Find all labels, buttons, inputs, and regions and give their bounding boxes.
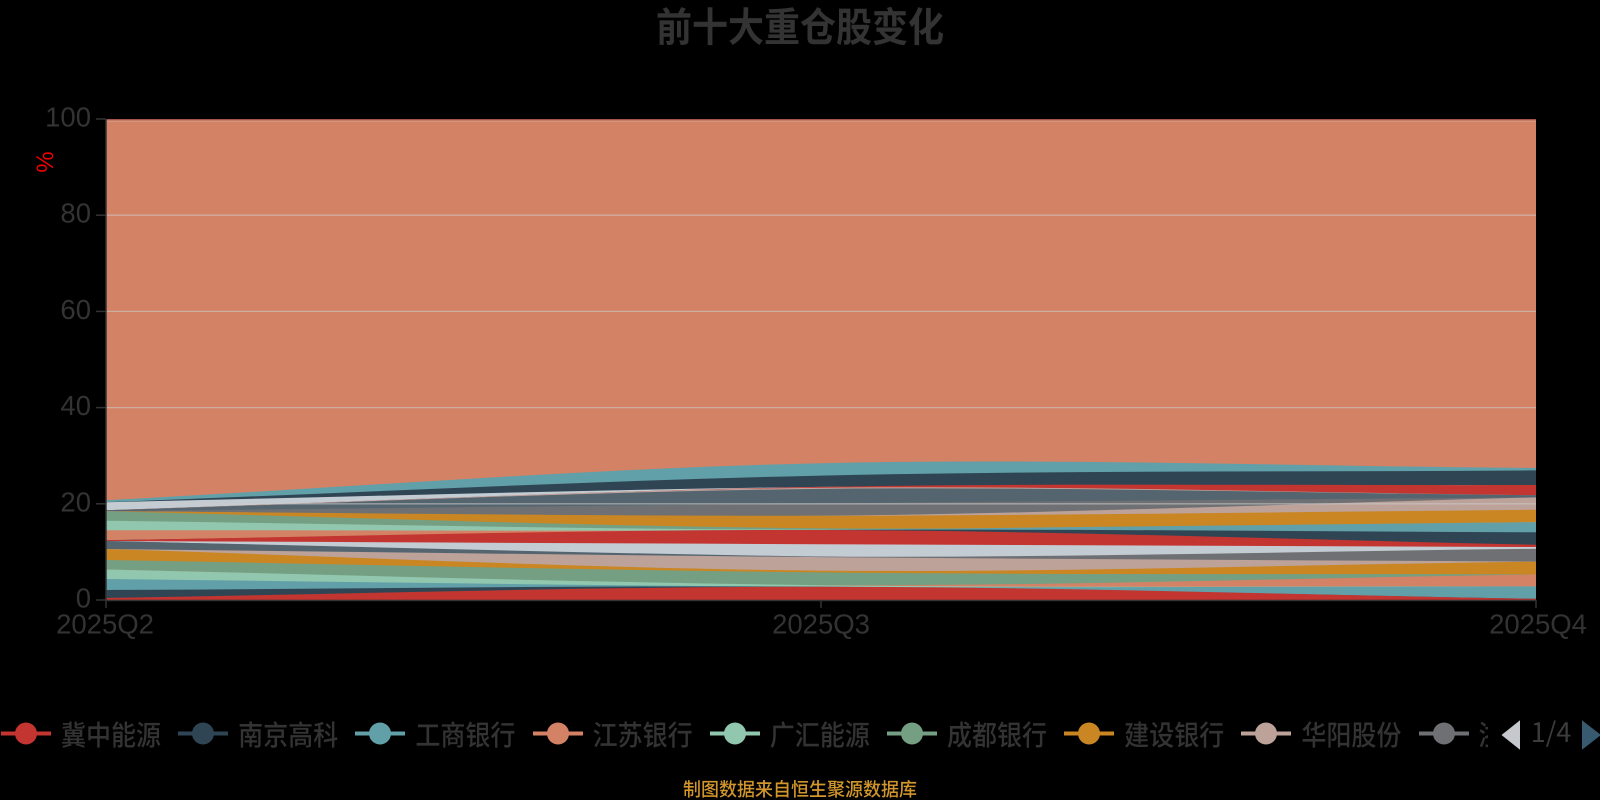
svg-text:0: 0 (76, 583, 91, 614)
svg-text:80: 80 (60, 198, 91, 229)
svg-text:2025Q3: 2025Q3 (772, 609, 870, 640)
svg-text:2025Q2: 2025Q2 (56, 609, 154, 640)
svg-text:100: 100 (45, 102, 91, 133)
svg-text:2025Q4: 2025Q4 (1489, 609, 1587, 640)
svg-text:20: 20 (60, 486, 91, 517)
svg-text:40: 40 (60, 390, 91, 421)
svg-text:%: % (31, 151, 58, 172)
svg-text:60: 60 (60, 294, 91, 325)
